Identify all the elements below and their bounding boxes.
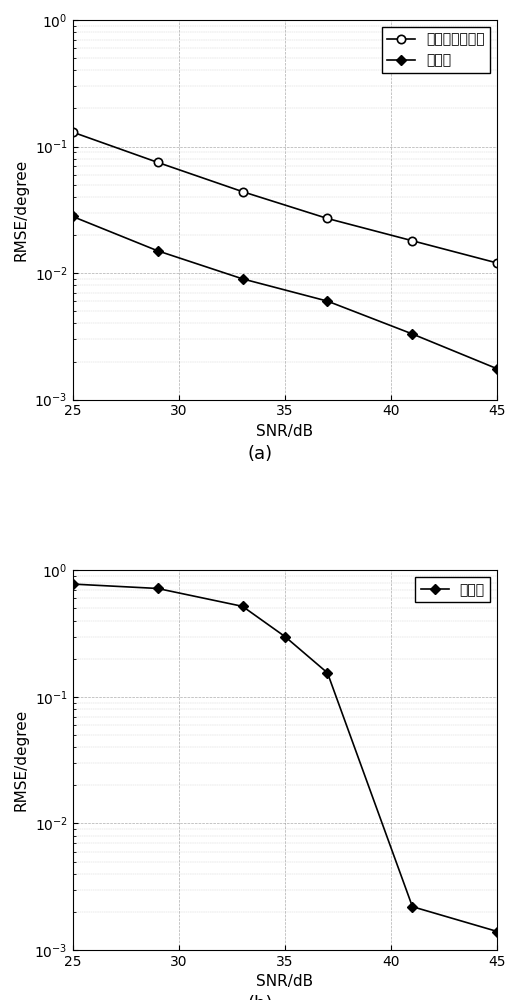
Y-axis label: RMSE/degree: RMSE/degree	[14, 159, 29, 261]
本发明	[154, 245, 161, 257]
本发明	[324, 667, 331, 679]
本发明	[239, 273, 245, 285]
Legend: 双长基线干涉仪, 本发明: 双长基线干涉仪, 本发明	[382, 27, 490, 73]
本发明	[494, 926, 500, 938]
本发明	[409, 901, 415, 913]
本发明	[324, 295, 331, 307]
X-axis label: SNR/dB: SNR/dB	[256, 974, 314, 989]
Text: (a): (a)	[248, 445, 272, 463]
本发明	[494, 363, 500, 375]
Y-axis label: RMSE/degree: RMSE/degree	[14, 709, 29, 811]
本发明	[70, 210, 76, 222]
双长基线干涉仪	[409, 235, 415, 247]
Line: 双长基线干涉仪: 双长基线干涉仪	[69, 128, 501, 267]
X-axis label: SNR/dB: SNR/dB	[256, 424, 314, 439]
双长基线干涉仪	[154, 156, 161, 168]
Line: 本发明: 本发明	[69, 581, 501, 935]
双长基线干涉仪	[494, 257, 500, 269]
双长基线干涉仪	[239, 186, 245, 198]
本发明	[239, 600, 245, 612]
本发明	[282, 631, 288, 643]
本发明	[154, 582, 161, 594]
Text: (b): (b)	[247, 995, 273, 1000]
本发明	[70, 578, 76, 590]
Line: 本发明: 本发明	[69, 213, 501, 372]
双长基线干涉仪	[324, 212, 331, 224]
双长基线干涉仪	[70, 126, 76, 138]
本发明	[409, 328, 415, 340]
Legend: 本发明: 本发明	[415, 577, 490, 602]
